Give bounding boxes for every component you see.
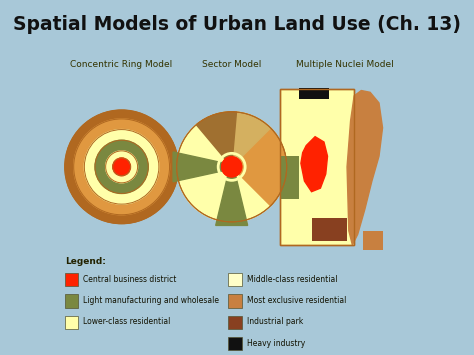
- Circle shape: [222, 157, 242, 177]
- FancyBboxPatch shape: [280, 156, 299, 199]
- Polygon shape: [216, 177, 247, 225]
- Circle shape: [95, 140, 148, 193]
- FancyBboxPatch shape: [363, 231, 383, 250]
- Circle shape: [177, 112, 287, 222]
- Text: Middle-class residential: Middle-class residential: [246, 275, 337, 284]
- FancyBboxPatch shape: [228, 316, 242, 329]
- Wedge shape: [232, 112, 271, 167]
- Text: Multiple Nuclei Model: Multiple Nuclei Model: [296, 60, 394, 69]
- FancyBboxPatch shape: [280, 89, 354, 245]
- Circle shape: [65, 110, 178, 224]
- Text: Heavy industry: Heavy industry: [246, 339, 305, 348]
- FancyBboxPatch shape: [228, 273, 242, 286]
- Text: Spatial Models of Urban Land Use (Ch. 13): Spatial Models of Urban Land Use (Ch. 13…: [13, 15, 461, 34]
- Circle shape: [106, 151, 137, 183]
- Polygon shape: [173, 152, 222, 182]
- FancyBboxPatch shape: [65, 294, 78, 308]
- Wedge shape: [196, 112, 237, 167]
- Text: Sector Model: Sector Model: [202, 60, 261, 69]
- Text: Legend:: Legend:: [65, 257, 106, 266]
- Text: Industrial park: Industrial park: [246, 317, 303, 327]
- FancyBboxPatch shape: [65, 316, 78, 329]
- Text: Light manufacturing and wholesale: Light manufacturing and wholesale: [83, 296, 219, 305]
- Wedge shape: [187, 167, 250, 222]
- Polygon shape: [301, 137, 328, 192]
- Text: Lower-class residential: Lower-class residential: [83, 317, 171, 327]
- FancyBboxPatch shape: [228, 294, 242, 308]
- Text: Concentric Ring Model: Concentric Ring Model: [71, 60, 173, 69]
- FancyBboxPatch shape: [228, 337, 242, 350]
- Circle shape: [222, 157, 242, 177]
- Polygon shape: [347, 91, 383, 245]
- FancyBboxPatch shape: [299, 88, 329, 99]
- Circle shape: [73, 119, 170, 215]
- Text: Central business district: Central business district: [83, 275, 177, 284]
- Text: Most exclusive residential: Most exclusive residential: [246, 296, 346, 305]
- Circle shape: [113, 158, 130, 176]
- FancyBboxPatch shape: [311, 218, 347, 241]
- Circle shape: [84, 130, 159, 204]
- FancyBboxPatch shape: [65, 273, 78, 286]
- Wedge shape: [232, 128, 287, 206]
